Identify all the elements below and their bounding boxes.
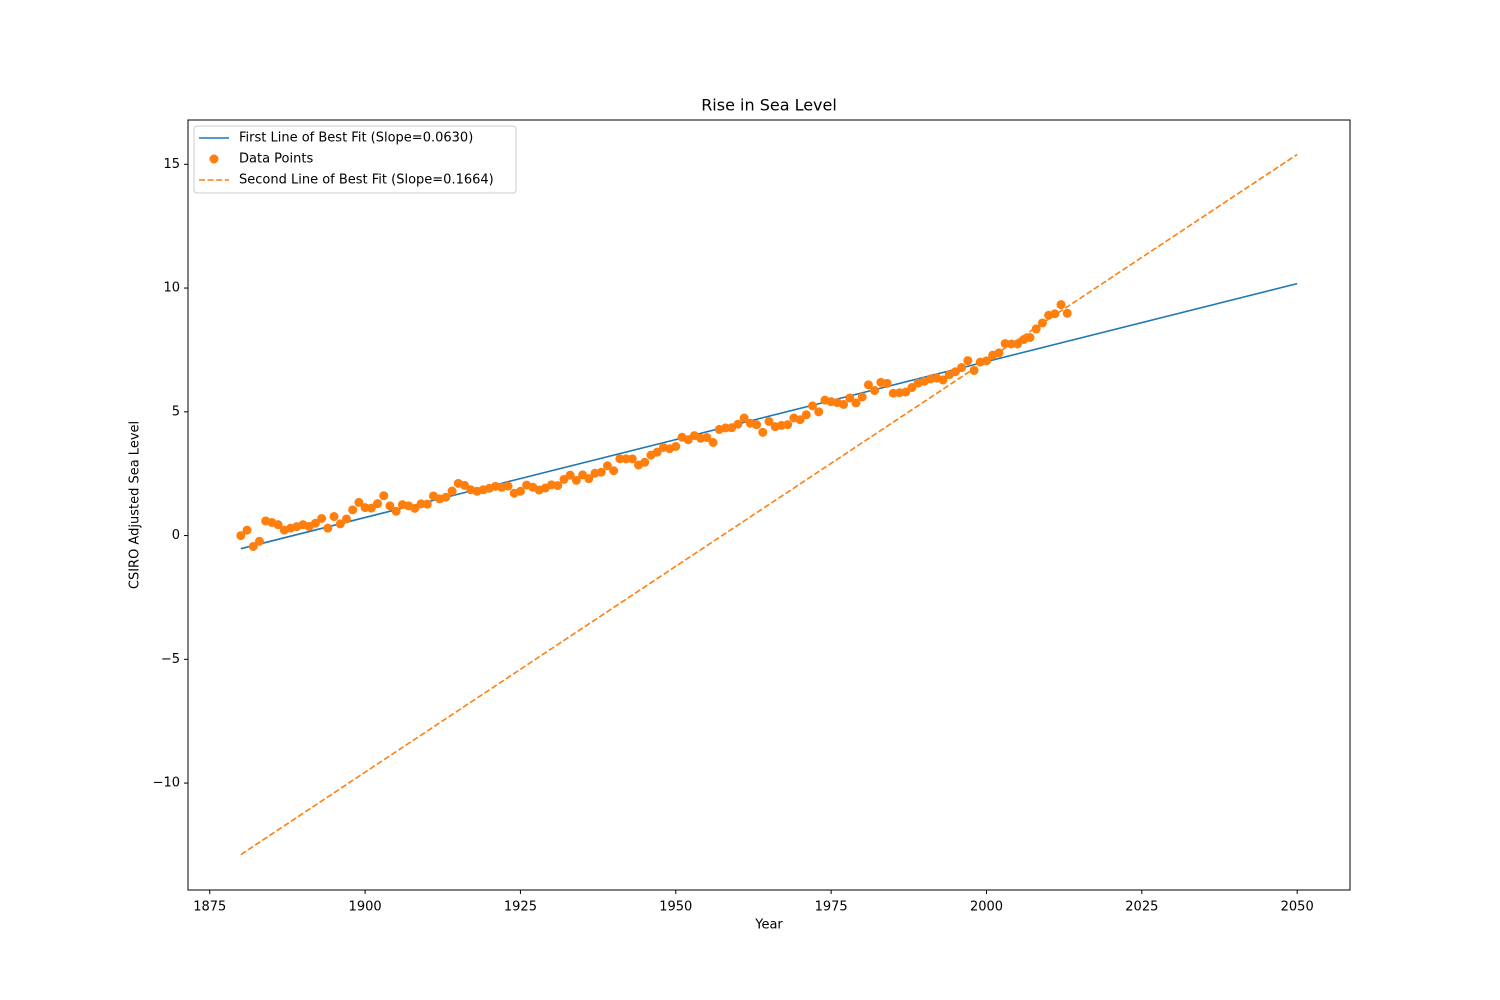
data-point bbox=[671, 441, 681, 451]
data-point bbox=[907, 383, 917, 393]
data-point bbox=[254, 536, 264, 546]
legend-label: First Line of Best Fit (Slope=0.0630) bbox=[239, 131, 473, 146]
x-tick-label: 2000 bbox=[970, 900, 1003, 915]
data-point bbox=[366, 503, 376, 513]
data-point bbox=[354, 497, 364, 507]
data-point bbox=[410, 503, 420, 513]
data-point bbox=[615, 454, 625, 464]
data-point bbox=[447, 486, 457, 496]
data-point bbox=[565, 470, 575, 480]
data-point bbox=[957, 363, 967, 373]
data-point bbox=[596, 467, 606, 477]
data-point bbox=[1056, 300, 1066, 310]
data-point bbox=[627, 454, 637, 464]
data-point bbox=[863, 380, 873, 390]
x-tick-label: 1925 bbox=[504, 900, 537, 915]
data-point bbox=[329, 512, 339, 522]
data-point bbox=[801, 410, 811, 420]
data-point bbox=[969, 365, 979, 375]
data-point bbox=[503, 481, 513, 491]
data-point bbox=[379, 491, 389, 501]
data-point bbox=[764, 416, 774, 426]
data-point bbox=[248, 541, 258, 551]
data-point bbox=[323, 523, 333, 533]
x-tick-label: 1975 bbox=[815, 900, 848, 915]
data-point bbox=[640, 457, 650, 467]
legend-box bbox=[193, 125, 517, 194]
line bbox=[240, 153, 1298, 856]
data-point bbox=[702, 433, 712, 443]
data-point bbox=[814, 407, 824, 417]
data-point bbox=[391, 506, 401, 516]
data-point bbox=[839, 399, 849, 409]
x-tick-label: 2025 bbox=[1125, 900, 1158, 915]
data-point bbox=[1062, 308, 1072, 318]
data-point bbox=[310, 518, 320, 528]
y-tick-label: 0 bbox=[172, 528, 180, 543]
data-point bbox=[571, 475, 581, 485]
x-axis-label: Year bbox=[754, 918, 783, 933]
data-point bbox=[708, 438, 718, 448]
data-point bbox=[733, 419, 743, 429]
data-point bbox=[609, 466, 619, 476]
data-point bbox=[938, 375, 948, 385]
legend-label: Data Points bbox=[239, 152, 313, 167]
data-point bbox=[963, 356, 973, 366]
data-point bbox=[857, 392, 867, 402]
data-point bbox=[385, 501, 395, 511]
data-point bbox=[795, 415, 805, 425]
data-point bbox=[851, 398, 861, 408]
data-point bbox=[348, 505, 358, 515]
data-point bbox=[441, 492, 451, 502]
x-tick-label: 1900 bbox=[349, 900, 382, 915]
legend-marker bbox=[209, 154, 219, 164]
data-point bbox=[460, 480, 470, 490]
data-point bbox=[335, 519, 345, 529]
data-point bbox=[515, 486, 525, 496]
data-point bbox=[652, 447, 662, 457]
data-point bbox=[807, 401, 817, 411]
data-point bbox=[584, 474, 594, 484]
data-point bbox=[373, 499, 383, 509]
data-point bbox=[242, 525, 252, 535]
chart-title: Rise in Sea Level bbox=[701, 96, 837, 115]
y-axis-label: CSIRO Adjusted Sea Level bbox=[128, 421, 143, 589]
data-point bbox=[845, 393, 855, 403]
legend-label: Second Line of Best Fit (Slope=0.1664) bbox=[239, 173, 494, 188]
data-point bbox=[553, 481, 563, 491]
data-point bbox=[236, 531, 246, 541]
data-point bbox=[739, 413, 749, 423]
data-point bbox=[870, 386, 880, 396]
x-tick-label: 1875 bbox=[193, 900, 226, 915]
data-point bbox=[341, 514, 351, 524]
data-point bbox=[422, 499, 432, 509]
plot-frame bbox=[187, 119, 1351, 891]
y-tick-label: 5 bbox=[172, 404, 180, 419]
data-point bbox=[758, 427, 768, 437]
data-point bbox=[621, 454, 631, 464]
y-tick-label: 15 bbox=[163, 157, 180, 172]
data-point bbox=[752, 420, 762, 430]
data-point bbox=[273, 520, 283, 530]
x-tick-label: 1950 bbox=[659, 900, 692, 915]
y-tick-label: 10 bbox=[163, 281, 180, 296]
data-point bbox=[783, 420, 793, 430]
data-point bbox=[317, 513, 327, 523]
data-point bbox=[602, 461, 612, 471]
data-point bbox=[1025, 333, 1035, 343]
x-tick-label: 2050 bbox=[1281, 900, 1314, 915]
data-point bbox=[901, 387, 911, 397]
y-tick-label: −5 bbox=[161, 652, 180, 667]
y-tick-label: −10 bbox=[153, 776, 180, 791]
data-point bbox=[882, 378, 892, 388]
